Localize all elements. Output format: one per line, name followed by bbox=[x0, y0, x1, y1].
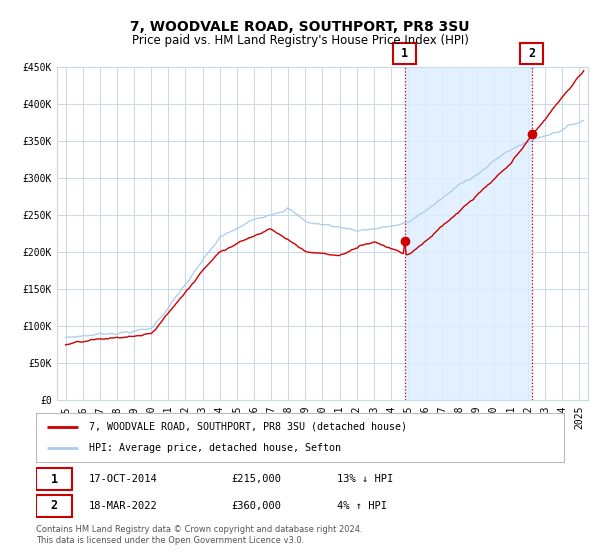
Text: 18-MAR-2022: 18-MAR-2022 bbox=[89, 501, 158, 511]
Text: 7, WOODVALE ROAD, SOUTHPORT, PR8 3SU (detached house): 7, WOODVALE ROAD, SOUTHPORT, PR8 3SU (de… bbox=[89, 422, 407, 432]
Text: HPI: Average price, detached house, Sefton: HPI: Average price, detached house, Seft… bbox=[89, 443, 341, 453]
Bar bbox=[404, 67, 532, 400]
Text: 2: 2 bbox=[50, 500, 58, 512]
FancyBboxPatch shape bbox=[36, 495, 72, 517]
Text: 1: 1 bbox=[401, 47, 408, 60]
Text: 4% ↑ HPI: 4% ↑ HPI bbox=[337, 501, 387, 511]
Text: 13% ↓ HPI: 13% ↓ HPI bbox=[337, 474, 393, 484]
Text: 7, WOODVALE ROAD, SOUTHPORT, PR8 3SU: 7, WOODVALE ROAD, SOUTHPORT, PR8 3SU bbox=[130, 20, 470, 34]
Text: £360,000: £360,000 bbox=[232, 501, 281, 511]
Text: 2: 2 bbox=[528, 47, 535, 60]
Text: Price paid vs. HM Land Registry's House Price Index (HPI): Price paid vs. HM Land Registry's House … bbox=[131, 34, 469, 46]
FancyBboxPatch shape bbox=[36, 468, 72, 490]
Text: 17-OCT-2014: 17-OCT-2014 bbox=[89, 474, 158, 484]
Text: Contains HM Land Registry data © Crown copyright and database right 2024.
This d: Contains HM Land Registry data © Crown c… bbox=[36, 525, 362, 545]
Text: 1: 1 bbox=[50, 473, 58, 486]
Text: £215,000: £215,000 bbox=[232, 474, 281, 484]
